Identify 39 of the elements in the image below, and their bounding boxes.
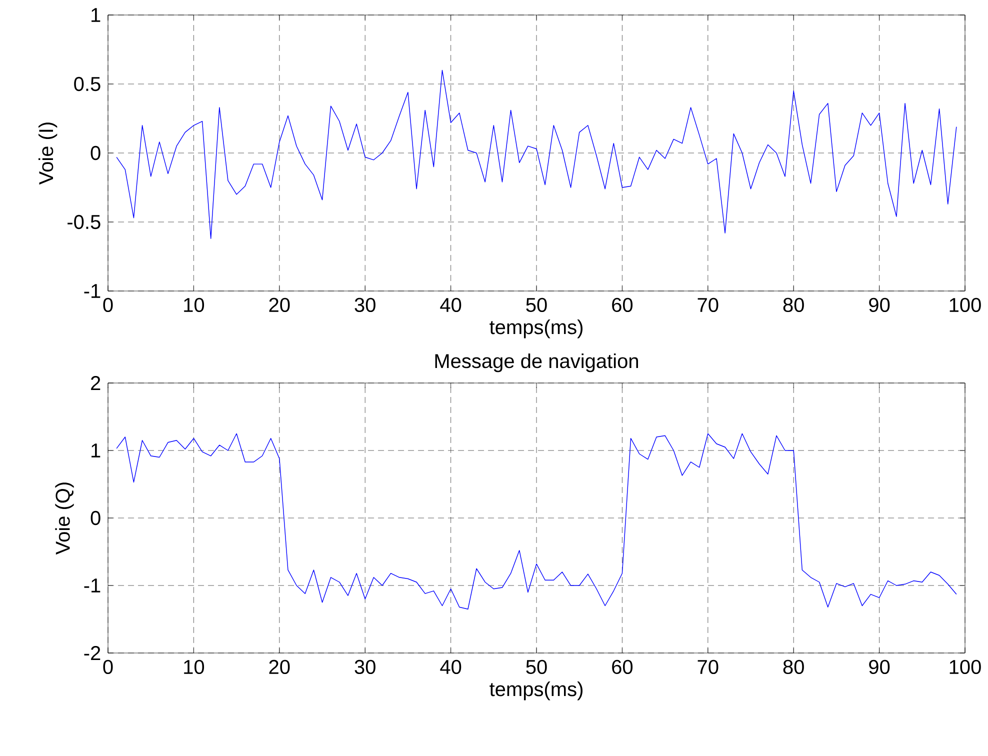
y-axis-title: Voie (I) [38,122,58,185]
y-tick-label: 2 [91,376,100,390]
x-tick-label: 60 [612,298,633,312]
chart-title: Message de navigation [435,353,638,372]
x-tick-label: 90 [869,298,890,312]
x-tick-label: 70 [698,298,718,312]
x-axis-title: temps(ms) [490,682,582,700]
x-tick-label: 100 [950,660,981,674]
y-tick-label: 0 [90,146,100,160]
x-tick-label: 10 [184,660,204,674]
x-tick-label: 50 [526,660,547,674]
x-tick-label: 30 [354,660,376,674]
x-tick-label: 0 [103,660,113,674]
x-tick-label: 30 [354,298,376,312]
x-tick-label: 10 [184,298,204,312]
y-tick-label: -1 [84,578,100,592]
x-tick-label: 90 [869,660,890,674]
x-tick-label: 100 [950,298,981,312]
y-axis-title: Voie (Q) [55,482,74,555]
x-tick-label: 40 [440,660,462,674]
x-tick-label: 50 [526,298,547,312]
line-series [116,433,957,610]
x-axis-title: temps(ms) [490,320,582,338]
y-tick-label: 1 [92,444,100,458]
y-tick-label: -0.5 [68,214,100,230]
x-tick-label: 80 [783,660,804,674]
x-tick-label: 20 [269,660,290,674]
y-tick-label: 0 [90,510,100,526]
x-tick-label: 70 [698,660,718,674]
y-tick-label: 0.5 [74,76,100,92]
y-tick-label: 1 [92,8,100,22]
x-tick-label: 80 [783,298,804,312]
line-series [116,70,957,239]
x-tick-label: 20 [269,298,290,312]
x-tick-label: 40 [440,298,462,312]
x-tick-label: 0 [103,298,113,312]
y-tick-label: -1 [84,284,100,298]
x-tick-label: 60 [612,660,633,674]
y-tick-label: -2 [84,646,100,660]
